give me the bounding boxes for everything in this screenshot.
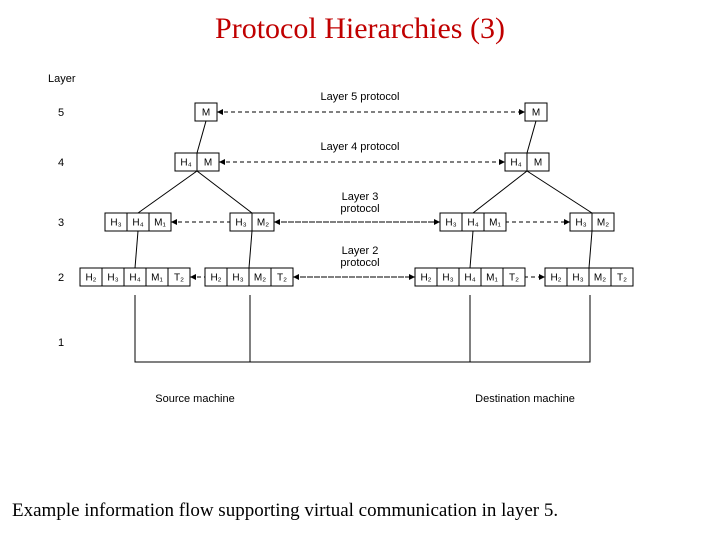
packet-cell-label: H₃: [572, 273, 583, 284]
packet-cell-label: M₂: [594, 273, 606, 284]
slide-title: Protocol Hierarchies (3): [0, 12, 720, 46]
packet-cell-label: T₂: [174, 273, 184, 284]
packet-cell-label: M: [204, 158, 212, 169]
packet-cell-label: M₁: [486, 273, 498, 284]
packet-cell-label: M₂: [597, 218, 609, 229]
packet-cell-label: H₄: [132, 218, 143, 229]
solid-link: [473, 171, 527, 213]
solid-link: [470, 231, 473, 268]
packet-cell-label: H₃: [232, 273, 243, 284]
packet-cell-label: T₂: [617, 273, 627, 284]
packet-cell-label: H₃: [107, 273, 118, 284]
protocol-label: Layer 5 protocol: [321, 91, 400, 103]
machine-label: Source machine: [155, 393, 235, 405]
solid-link: [589, 231, 592, 268]
axis-label: Layer: [48, 73, 76, 85]
packet-cell-label: M₁: [151, 273, 163, 284]
protocol-label: protocol: [340, 203, 379, 215]
packet-cell-label: M₁: [154, 218, 166, 229]
packet-cell-label: M₂: [254, 273, 266, 284]
layer-number: 2: [58, 272, 64, 284]
packet-cell-label: H₄: [467, 218, 478, 229]
layer-number: 3: [58, 217, 64, 229]
packet-cell-label: H₃: [575, 218, 586, 229]
packet-cell-label: M₁: [489, 218, 501, 229]
solid-link: [197, 121, 206, 153]
protocol-diagram: M M H₄ M H₄ M H₃ H₄ M₁ H₃ M₂ H₃ H₄ M₁ H₃ M₂ H₂ H₃ H₄ M₁ T₂ H₂…: [40, 62, 680, 462]
solid-link: [527, 121, 536, 153]
packet-cell-label: H₄: [129, 273, 140, 284]
physical-path: [135, 295, 590, 362]
packet-cell-label: H₂: [420, 273, 431, 284]
layer-number: 5: [58, 107, 64, 119]
solid-link: [249, 231, 252, 268]
packet-cell-label: H₃: [110, 218, 121, 229]
packet-cell-label: T₂: [277, 273, 287, 284]
protocol-label: Layer 4 protocol: [321, 141, 400, 153]
solid-link: [527, 171, 592, 213]
packet-cell-label: H₄: [180, 158, 191, 169]
slide-caption: Example information flow supporting virt…: [12, 500, 712, 522]
solid-link: [138, 171, 197, 213]
packet-cell-label: T₂: [509, 273, 519, 284]
protocol-label: Layer 3: [342, 191, 379, 203]
layer-number: 1: [58, 337, 64, 349]
packet-cell-label: M: [202, 108, 210, 119]
protocol-label: Layer 2: [342, 245, 379, 257]
packet-cell-label: H₃: [235, 218, 246, 229]
packet-cell-label: H₄: [510, 158, 521, 169]
packet-cell-label: H₄: [464, 273, 475, 284]
packet-cell-label: M: [532, 108, 540, 119]
packet-cell-label: H₂: [210, 273, 221, 284]
protocol-label: protocol: [340, 257, 379, 269]
packet-cell-label: H₂: [85, 273, 96, 284]
machine-label: Destination machine: [475, 393, 575, 405]
solid-link: [135, 231, 138, 268]
packet-cell-label: M₂: [257, 218, 269, 229]
packet-cell-label: M: [534, 158, 542, 169]
packet-cell-label: H₂: [550, 273, 561, 284]
packet-cell-label: H₃: [445, 218, 456, 229]
solid-link: [197, 171, 252, 213]
layer-number: 4: [58, 157, 64, 169]
packet-cell-label: H₃: [442, 273, 453, 284]
